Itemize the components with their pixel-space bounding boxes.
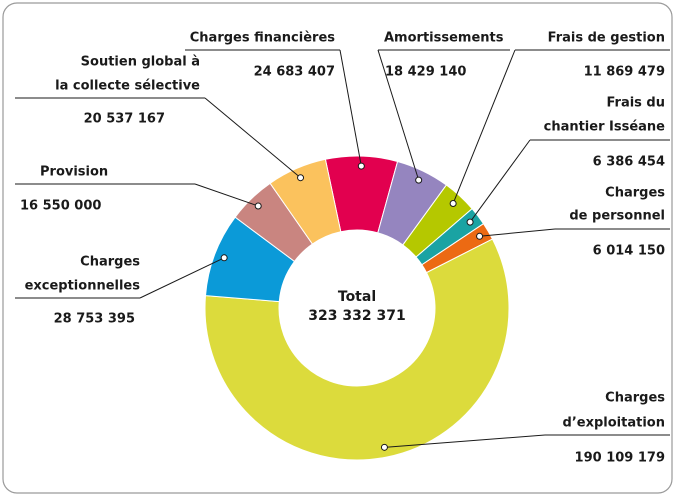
leader-line — [479, 228, 556, 237]
segment-label: chantier Isséane — [544, 120, 666, 135]
leader-dot — [357, 162, 365, 170]
leader-dot — [380, 443, 388, 451]
center-title: Total — [338, 289, 376, 305]
value-label: 11 869 479 — [584, 65, 665, 80]
leader-line — [469, 139, 531, 223]
leader-line — [204, 97, 301, 179]
leader-line — [377, 49, 420, 181]
leader-line — [452, 49, 516, 204]
segment-label: Charges financières — [190, 31, 335, 46]
segment-label: de personnel — [569, 209, 665, 224]
segment-label: d’exploitation — [563, 416, 665, 431]
value-label: 6 014 150 — [593, 244, 665, 259]
leader-dot — [476, 232, 484, 240]
segment-label: Provision — [40, 165, 108, 180]
leader-dot — [220, 254, 228, 262]
donut-segment — [204, 238, 510, 461]
value-label: 28 753 395 — [54, 312, 135, 327]
value-label: 16 550 000 — [20, 199, 101, 214]
value-label: 190 109 179 — [575, 451, 665, 466]
leader-dot — [297, 174, 305, 182]
segment-label: Charges — [80, 255, 140, 270]
value-label: 24 683 407 — [254, 65, 335, 80]
segment-label: Soutien global à — [81, 55, 200, 70]
segment-label: exceptionnelles — [25, 279, 141, 294]
leader-line — [139, 257, 225, 299]
center-total: 323 332 371 — [308, 308, 405, 324]
leader-dot — [415, 176, 423, 184]
leader-dot — [449, 199, 457, 207]
leader-line — [339, 49, 362, 167]
value-label: 18 429 140 — [385, 65, 466, 80]
segment-label: Charges — [605, 391, 665, 406]
donut-segment — [269, 158, 342, 245]
leader-line — [194, 183, 259, 207]
value-label: 6 386 454 — [593, 155, 665, 170]
leader-line — [384, 434, 546, 448]
value-label: 20 537 167 — [84, 112, 165, 127]
leader-dot — [466, 218, 474, 226]
segment-label: Amortissements — [384, 31, 504, 46]
segment-label: Frais du — [606, 96, 665, 111]
leader-dot — [254, 202, 262, 210]
segment-label: Charges — [605, 186, 665, 201]
segment-label: Frais de gestion — [548, 31, 665, 46]
segment-label: la collecte sélective — [55, 79, 200, 94]
